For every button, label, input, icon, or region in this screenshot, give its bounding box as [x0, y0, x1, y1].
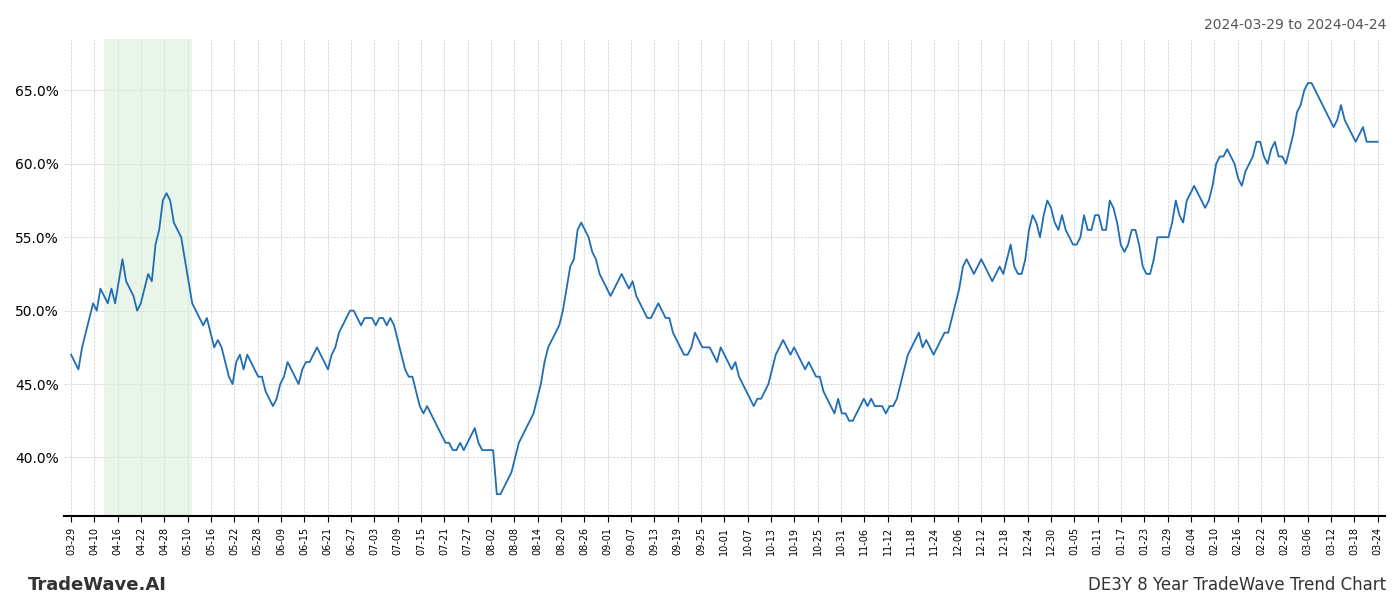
Text: TradeWave.AI: TradeWave.AI: [28, 576, 167, 594]
Text: 2024-03-29 to 2024-04-24: 2024-03-29 to 2024-04-24: [1204, 18, 1386, 32]
Text: DE3Y 8 Year TradeWave Trend Chart: DE3Y 8 Year TradeWave Trend Chart: [1088, 576, 1386, 594]
Bar: [104, 39, 192, 516]
